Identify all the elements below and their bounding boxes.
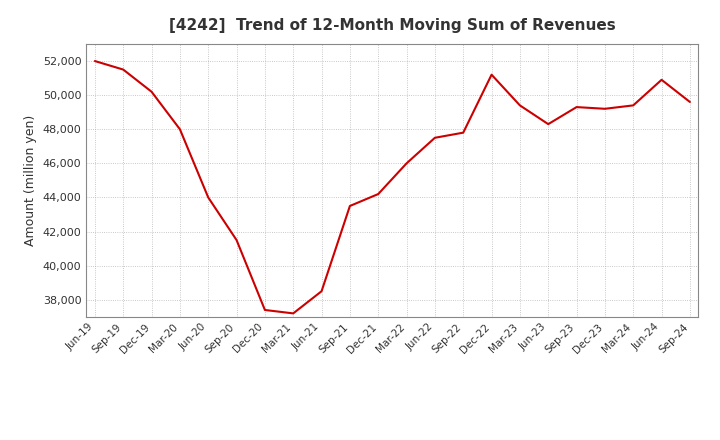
Title: [4242]  Trend of 12-Month Moving Sum of Revenues: [4242] Trend of 12-Month Moving Sum of R… [169,18,616,33]
Y-axis label: Amount (million yen): Amount (million yen) [24,115,37,246]
